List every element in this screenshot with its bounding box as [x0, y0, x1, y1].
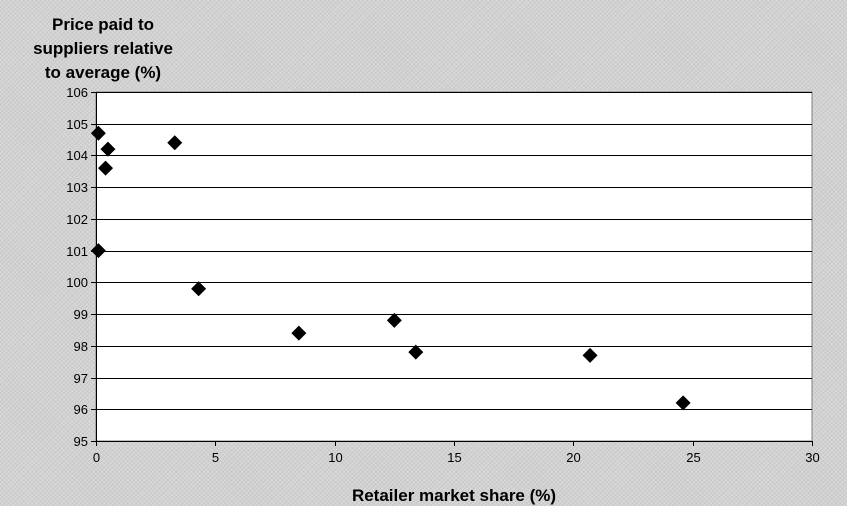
data-point	[90, 243, 106, 259]
x-tick-label: 5	[212, 450, 219, 465]
y-tick-label: 102	[66, 212, 88, 227]
x-tick-label: 10	[328, 450, 342, 465]
y-tick-label: 101	[66, 244, 88, 259]
y-tick-label: 100	[66, 275, 88, 290]
x-tick-label: 25	[686, 450, 700, 465]
y-tick-label: 104	[66, 148, 88, 163]
y-axis-title-line: to average (%)	[45, 63, 161, 82]
data-point	[582, 347, 598, 363]
x-tick-label: 15	[447, 450, 461, 465]
y-tick-label: 97	[74, 371, 88, 386]
y-axis-title: Price paid to suppliers relative to averag…	[33, 15, 173, 82]
y-tick-label: 105	[66, 117, 88, 132]
y-axis-title-line: suppliers relative	[33, 39, 173, 58]
x-axis-title: Retailer market share (%)	[352, 486, 556, 505]
data-point	[90, 125, 106, 141]
data-point	[100, 141, 116, 157]
y-tick-label: 103	[66, 180, 88, 195]
data-point	[386, 312, 402, 328]
x-tick-label: 20	[566, 450, 580, 465]
y-tick-labels: 95 96 97 98 99 100 101 102 103 104 105 106	[66, 85, 88, 449]
y-tick-label: 95	[74, 434, 88, 449]
x-tick-label: 0	[93, 450, 100, 465]
gridlines	[96, 92, 812, 410]
data-point	[291, 325, 307, 341]
data-points	[90, 125, 691, 411]
y-axis-title-line: Price paid to	[52, 15, 154, 34]
y-tick-label: 96	[74, 402, 88, 417]
y-tick-label: 99	[74, 307, 88, 322]
x-tick-label: 30	[805, 450, 819, 465]
plot-area	[95, 91, 813, 442]
data-point	[167, 135, 183, 151]
x-tick-labels: 0 5 10 15 20 25 30	[93, 450, 820, 465]
data-point	[191, 281, 207, 297]
data-point	[408, 344, 424, 360]
data-point	[98, 160, 114, 176]
y-tick-label: 106	[66, 85, 88, 100]
axes	[91, 92, 813, 446]
data-point	[675, 395, 691, 411]
y-tick-label: 98	[74, 339, 88, 354]
